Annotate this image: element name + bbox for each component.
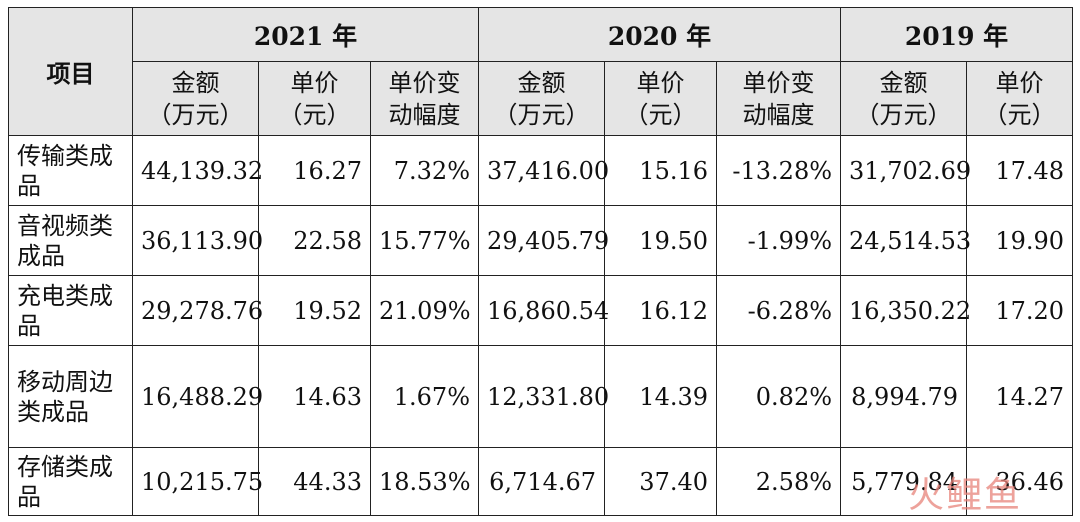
amount-header: 金额 （万元）	[132, 61, 259, 136]
row-label: 传输类成品	[8, 135, 133, 206]
price-cell: 19.52	[258, 275, 371, 346]
row-label: 存储类成品	[8, 447, 133, 516]
change-cell: -13.28%	[716, 135, 842, 206]
change-cell: 0.82%	[716, 345, 842, 448]
item-header: 项目	[8, 7, 133, 136]
price-change-header: 单价变 动幅度	[716, 61, 842, 136]
price-cell: 15.16	[604, 135, 718, 206]
change-cell: 15.77%	[369, 205, 480, 276]
price-cell: 44.33	[258, 447, 371, 516]
unit-price-table: 项目 2021 年 2020 年 2019 年 金额 （万元） 单价 （元） 单价变…	[8, 7, 1074, 516]
amount-cell: 16,488.29	[132, 345, 263, 448]
amount-cell: 6,714.67	[478, 447, 606, 516]
amount-cell: 36,113.90	[132, 205, 263, 276]
price-cell: 17.48	[966, 135, 1074, 206]
price-cell: 36.46	[966, 447, 1074, 516]
amount-cell: 24,514.53	[840, 205, 971, 276]
price-cell: 19.50	[604, 205, 718, 276]
year-2021-header: 2021 年	[131, 7, 480, 62]
amount-cell: 16,860.54	[478, 275, 609, 346]
price-cell: 14.39	[604, 345, 718, 448]
price-cell: 14.63	[258, 345, 371, 448]
change-cell: 7.32%	[369, 135, 480, 206]
change-cell: 18.53%	[369, 447, 480, 516]
year-2019-header: 2019 年	[840, 7, 1074, 62]
price-cell: 16.12	[604, 275, 718, 346]
price-header: 单价 （元）	[966, 61, 1074, 136]
table-row: 音视频类成品 36,113.90 22.58 15.77% 29,405.79 …	[8, 205, 1074, 276]
change-cell: 1.67%	[369, 345, 480, 448]
amount-cell: 16,350.22	[840, 275, 971, 346]
amount-cell: 29,278.76	[132, 275, 263, 346]
year-header-row: 项目 2021 年 2020 年 2019 年	[8, 7, 1074, 136]
change-cell: 2.58%	[716, 447, 842, 516]
price-header: 单价 （元）	[258, 61, 371, 136]
price-cell: 16.27	[258, 135, 371, 206]
row-label: 充电类成品	[8, 275, 133, 346]
amount-cell: 31,702.69	[840, 135, 971, 206]
row-label: 音视频类成品	[8, 205, 133, 276]
table-row: 存储类成品 10,215.75 44.33 18.53% 6,714.67 37…	[8, 447, 1074, 516]
price-cell: 14.27	[966, 345, 1074, 448]
amount-header: 金额 （万元）	[840, 61, 968, 136]
price-change-header: 单价变 动幅度	[369, 61, 480, 136]
amount-cell: 8,994.79	[840, 345, 968, 448]
price-header: 单价 （元）	[604, 61, 718, 136]
amount-cell: 5,779.84	[840, 447, 968, 516]
change-cell: 21.09%	[369, 275, 480, 346]
subheader-row: 金额 （万元） 单价 （元） 单价变 动幅度 金额 （万元） 单价 （元） 单价变 动幅度 …	[9, 61, 1074, 136]
amount-cell: 10,215.75	[132, 447, 263, 516]
change-cell: -1.99%	[716, 205, 842, 276]
price-cell: 37.40	[604, 447, 718, 516]
table-row: 传输类成品 44,139.32 16.27 7.32% 37,416.00 15…	[8, 135, 1074, 206]
amount-cell: 37,416.00	[478, 135, 609, 206]
price-cell: 17.20	[966, 275, 1074, 346]
amount-cell: 29,405.79	[478, 205, 609, 276]
year-2020-header: 2020 年	[478, 7, 842, 62]
table-row: 充电类成品 29,278.76 19.52 21.09% 16,860.54 1…	[8, 275, 1074, 346]
table-row: 移动周边类成品 16,488.29 14.63 1.67% 12,331.80 …	[8, 345, 1074, 448]
change-cell: -6.28%	[716, 275, 842, 346]
amount-header: 金额 （万元）	[478, 61, 606, 136]
amount-cell: 44,139.32	[132, 135, 263, 206]
price-cell: 19.90	[966, 205, 1074, 276]
row-label: 移动周边类成品	[8, 345, 133, 448]
price-cell: 22.58	[258, 205, 371, 276]
amount-cell: 12,331.80	[478, 345, 609, 448]
